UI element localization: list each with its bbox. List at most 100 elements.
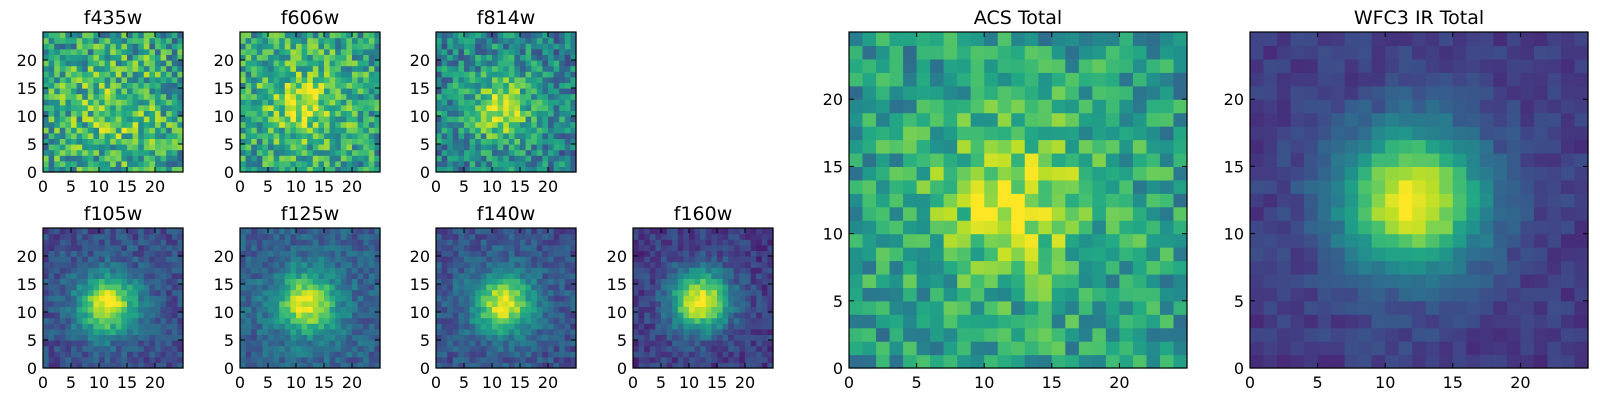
heatmap-cell	[525, 88, 532, 95]
heatmap-cell	[514, 300, 521, 307]
heatmap-cell	[155, 300, 162, 307]
heatmap-cell	[503, 149, 510, 156]
heatmap-cell	[1146, 206, 1161, 221]
heatmap-cell	[59, 37, 66, 44]
heatmap-cell	[970, 233, 985, 248]
heatmap-cell	[548, 127, 555, 134]
heatmap-cell	[633, 317, 640, 324]
heatmap-cell	[155, 104, 162, 111]
heatmap-cell	[138, 351, 145, 358]
heatmap-cell	[121, 284, 128, 291]
heatmap-cell	[374, 356, 381, 363]
heatmap-cell	[284, 289, 291, 296]
heatmap-cell	[324, 351, 331, 358]
heatmap-cell	[115, 250, 122, 257]
heatmap-cell	[508, 334, 515, 341]
heatmap-cell	[374, 32, 381, 39]
heatmap-cell	[862, 300, 877, 315]
heatmap-cell	[93, 256, 100, 263]
heatmap-cell	[705, 256, 712, 263]
heatmap-cell	[273, 312, 280, 319]
heatmap-cell	[633, 306, 640, 313]
heatmap-cell	[469, 250, 476, 257]
heatmap-cell	[1159, 193, 1175, 208]
x-tick-label: 5	[656, 373, 666, 392]
heatmap-cell	[728, 312, 735, 319]
heatmap-cell	[436, 356, 443, 363]
heatmap-cell	[121, 37, 128, 44]
heatmap-cell	[262, 334, 269, 341]
heatmap-cell	[65, 272, 72, 279]
heatmap-cell	[570, 284, 577, 291]
heatmap-cell	[121, 144, 128, 151]
heatmap-cell	[160, 110, 167, 117]
heatmap-cell	[43, 334, 50, 341]
heatmap-cell	[245, 261, 252, 268]
heatmap-cell	[110, 278, 117, 285]
heatmap-cell	[87, 345, 94, 352]
heatmap-cell	[143, 60, 150, 67]
heatmap-cell	[1051, 247, 1066, 262]
heatmap-cell	[464, 312, 471, 319]
heatmap-cell	[677, 328, 684, 335]
heatmap-cell	[761, 244, 768, 251]
heatmap-cell	[138, 160, 145, 167]
heatmap-cell	[497, 244, 504, 251]
heatmap-cell	[357, 155, 364, 162]
heatmap-cell	[689, 312, 696, 319]
heatmap-cell	[368, 312, 375, 319]
heatmap-cell	[458, 284, 465, 291]
heatmap-cell	[240, 116, 247, 123]
heatmap-cell	[301, 312, 308, 319]
heatmap-cell	[559, 233, 566, 240]
heatmap-cell	[273, 71, 280, 78]
heatmap-cell	[525, 261, 532, 268]
heatmap-cell	[475, 149, 482, 156]
heatmap-cell	[82, 334, 89, 341]
heatmap-cell	[486, 272, 493, 279]
heatmap-cell	[486, 65, 493, 72]
heatmap-cell	[553, 48, 560, 55]
heatmap-cell	[1065, 233, 1080, 248]
heatmap-cell	[503, 284, 510, 291]
heatmap-cell	[71, 60, 78, 67]
heatmap-cell	[666, 345, 673, 352]
heatmap-cell	[115, 328, 122, 335]
heatmap-cell	[346, 144, 353, 151]
heatmap-cell	[357, 228, 364, 235]
heatmap-cell	[324, 323, 331, 330]
heatmap-cell	[240, 104, 247, 111]
heatmap-cell	[469, 323, 476, 330]
heatmap-cell	[542, 149, 549, 156]
heatmap-cell	[352, 284, 359, 291]
heatmap-cell	[464, 295, 471, 302]
heatmap-cell	[93, 250, 100, 257]
heatmap-cell	[284, 93, 291, 100]
heatmap-cell	[121, 155, 128, 162]
heatmap-cell	[177, 48, 184, 55]
heatmap-cell	[329, 250, 336, 257]
heatmap-cell	[132, 110, 139, 117]
heatmap-cell	[177, 82, 184, 89]
heatmap-cell	[352, 104, 359, 111]
heatmap-cell	[71, 317, 78, 324]
heatmap-cell	[65, 99, 72, 106]
heatmap-cell	[121, 88, 128, 95]
heatmap-cell	[447, 306, 454, 313]
heatmap-cell	[54, 60, 61, 67]
heatmap-cell	[340, 82, 347, 89]
heatmap-cell	[251, 228, 258, 235]
heatmap-cell	[54, 121, 61, 128]
heatmap-cell	[279, 300, 286, 307]
heatmap-cell	[262, 166, 269, 173]
heatmap-cell	[301, 228, 308, 235]
heatmap-cell	[99, 127, 106, 134]
heatmap-cell	[143, 261, 150, 268]
heatmap-cell	[520, 278, 527, 285]
heatmap-cell	[296, 160, 303, 167]
heatmap-cell	[1105, 300, 1120, 315]
heatmap-cell	[138, 334, 145, 341]
heatmap-cell	[301, 317, 308, 324]
heatmap-cell	[76, 54, 83, 61]
heatmap-cell	[155, 149, 162, 156]
